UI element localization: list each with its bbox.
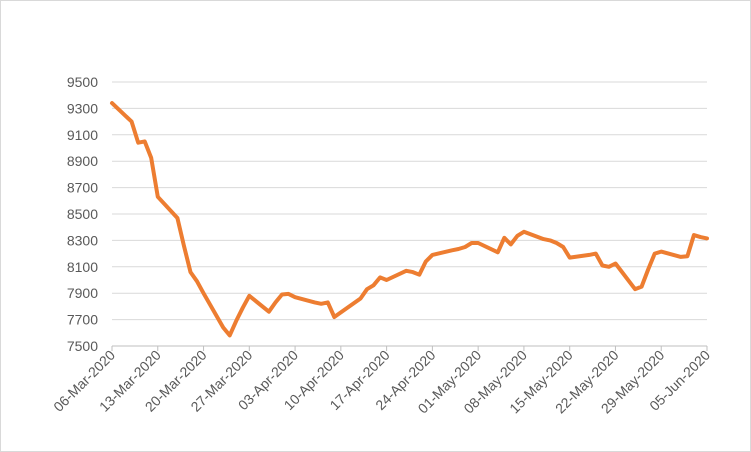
y-tick-label: 9100 xyxy=(67,127,98,143)
y-tick-label: 8100 xyxy=(67,259,98,275)
y-tick-label: 8700 xyxy=(67,180,98,196)
y-tick-label: 8300 xyxy=(67,232,98,248)
y-tick-label: 7700 xyxy=(67,312,98,328)
y-tick-label: 8900 xyxy=(67,153,98,169)
y-tick-label: 7500 xyxy=(67,338,98,354)
y-tick-label: 9500 xyxy=(67,74,98,90)
y-tick-label: 9300 xyxy=(67,100,98,116)
y-tick-label: 7900 xyxy=(67,285,98,301)
y-tick-label: 8500 xyxy=(67,206,98,222)
data-line xyxy=(110,101,709,338)
